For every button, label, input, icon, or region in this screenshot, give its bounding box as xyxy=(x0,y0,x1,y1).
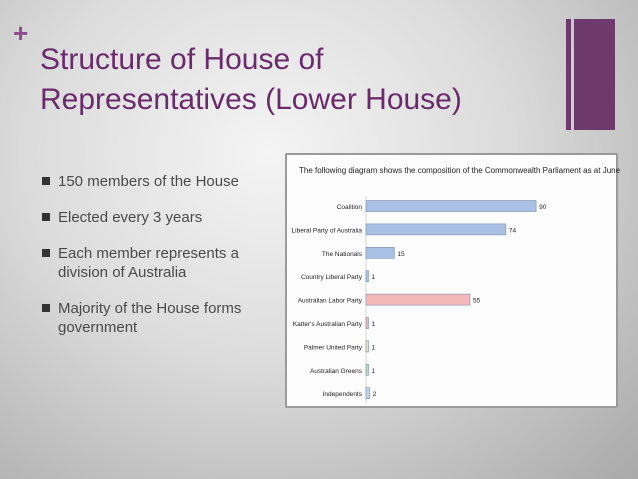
bar xyxy=(365,340,369,353)
bullet-square-icon xyxy=(42,304,50,312)
category-label: Liberal Party of Australia xyxy=(292,227,363,234)
category-label: Independents xyxy=(323,391,363,398)
bullet-item: 150 members of the House xyxy=(40,172,268,191)
bar xyxy=(365,387,371,399)
slide-title: Structure of House of Representatives (L… xyxy=(40,43,462,116)
chart-image: The following diagram shows the composit… xyxy=(285,153,620,408)
category-label: Coalition xyxy=(337,204,363,211)
plus-icon: + xyxy=(13,18,29,48)
data-label: 2 xyxy=(373,391,377,398)
category-label: The Nationals xyxy=(322,251,363,258)
bullet-square-icon xyxy=(42,249,50,257)
category-label: Country Liberal Party xyxy=(301,274,363,281)
bar xyxy=(365,317,369,329)
bullet-square-icon xyxy=(42,213,50,221)
bar xyxy=(365,270,369,282)
data-label: 90 xyxy=(539,204,547,211)
bar xyxy=(365,223,507,236)
category-label: Australian Labor Party xyxy=(298,298,363,305)
bar xyxy=(365,364,369,376)
category-label: Katter's Australian Party xyxy=(293,321,363,328)
bullet-item: Each member represents a division of Aus… xyxy=(40,244,268,282)
bar xyxy=(365,247,395,259)
accent-bar-thick xyxy=(574,19,615,130)
bullet-text: Elected every 3 years xyxy=(58,209,203,226)
bullet-text: Majority of the House forms government xyxy=(58,300,242,336)
accent-bar-thin xyxy=(566,19,571,130)
bullet-square-icon xyxy=(42,177,50,185)
data-label: 15 xyxy=(397,251,405,258)
category-label: Palmer United Party xyxy=(304,344,363,351)
data-label: 1 xyxy=(372,368,376,375)
bar xyxy=(365,293,471,306)
category-label: Australian Greens xyxy=(310,368,363,375)
bar-chart: The following diagram shows the composit… xyxy=(292,166,620,404)
data-label: 55 xyxy=(473,298,481,305)
data-label: 1 xyxy=(372,321,376,328)
bullet-list: 150 members of the House Elected every 3… xyxy=(40,172,268,354)
data-label: 1 xyxy=(372,344,376,351)
bullet-item: Elected every 3 years xyxy=(40,208,268,227)
data-label: 74 xyxy=(509,227,517,234)
bullet-item: Majority of the House forms government xyxy=(40,299,268,337)
bar xyxy=(365,200,537,212)
data-label: 1 xyxy=(372,274,376,281)
bullet-text: Each member represents a division of Aus… xyxy=(58,245,239,281)
bullet-text: 150 members of the House xyxy=(58,173,239,190)
chart-title: The following diagram shows the composit… xyxy=(299,166,620,175)
